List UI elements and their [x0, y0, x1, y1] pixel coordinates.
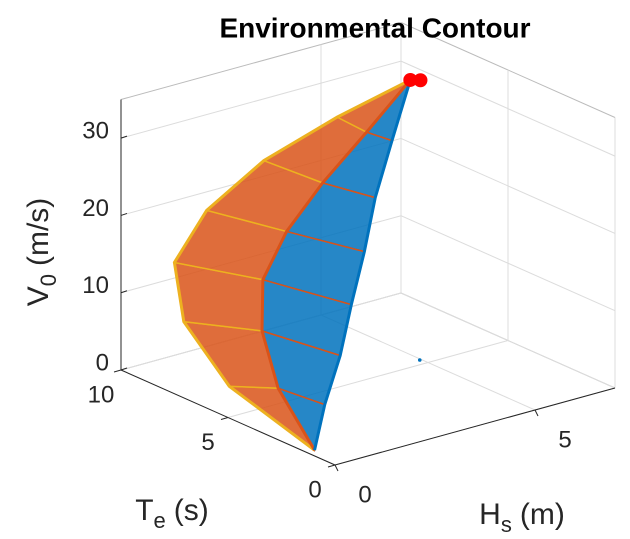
data-point — [403, 72, 418, 87]
z-axis-label: V0 (m/s) — [22, 198, 61, 307]
z-tick — [120, 135, 128, 139]
box-edge — [120, 22, 402, 100]
z-label-main: V — [22, 286, 55, 306]
y-label-rest: (s) — [174, 494, 209, 527]
plot-area: 0 10 20 30 0 5 10 0 5 — [82, 22, 616, 508]
y-tick-label: 5 — [201, 429, 214, 456]
y-tick-label: 10 — [88, 381, 115, 408]
x-tick — [534, 409, 539, 417]
x-tick-label: 0 — [358, 481, 371, 508]
y-tick-label: 0 — [308, 476, 321, 503]
z-tick-label: 30 — [82, 117, 109, 144]
y-tick — [113, 369, 122, 373]
z-label-sub: 0 — [36, 274, 61, 286]
x-axis — [334, 387, 616, 466]
x-label-main: H — [479, 498, 501, 531]
chart-title: Environmental Contour — [219, 12, 530, 43]
z-tick — [120, 367, 128, 371]
y-label-main: T — [135, 494, 153, 527]
z-tick-label: 20 — [82, 195, 109, 222]
x-label-rest: (m) — [520, 498, 565, 531]
z-label-rest: (m/s) — [22, 198, 55, 266]
x-tick-label: 5 — [558, 426, 571, 453]
x-axis-label: Hs (m) — [479, 498, 565, 537]
contour-line — [260, 78, 412, 451]
y-tick — [327, 464, 336, 468]
data-point — [417, 358, 422, 362]
x-label-sub: s — [501, 512, 512, 537]
z-tick — [120, 212, 128, 216]
contour-line — [172, 78, 411, 452]
contour-line — [313, 79, 412, 451]
z-tick-label: 0 — [96, 349, 109, 376]
grid-line — [120, 60, 402, 139]
x-tick — [334, 464, 339, 472]
data-point — [413, 73, 428, 88]
y-label-sub: e — [154, 508, 166, 533]
z-tick — [120, 290, 128, 294]
z-tick-label: 10 — [82, 272, 109, 299]
y-tick — [220, 417, 229, 420]
y-axis-label: Te (s) — [135, 494, 209, 533]
